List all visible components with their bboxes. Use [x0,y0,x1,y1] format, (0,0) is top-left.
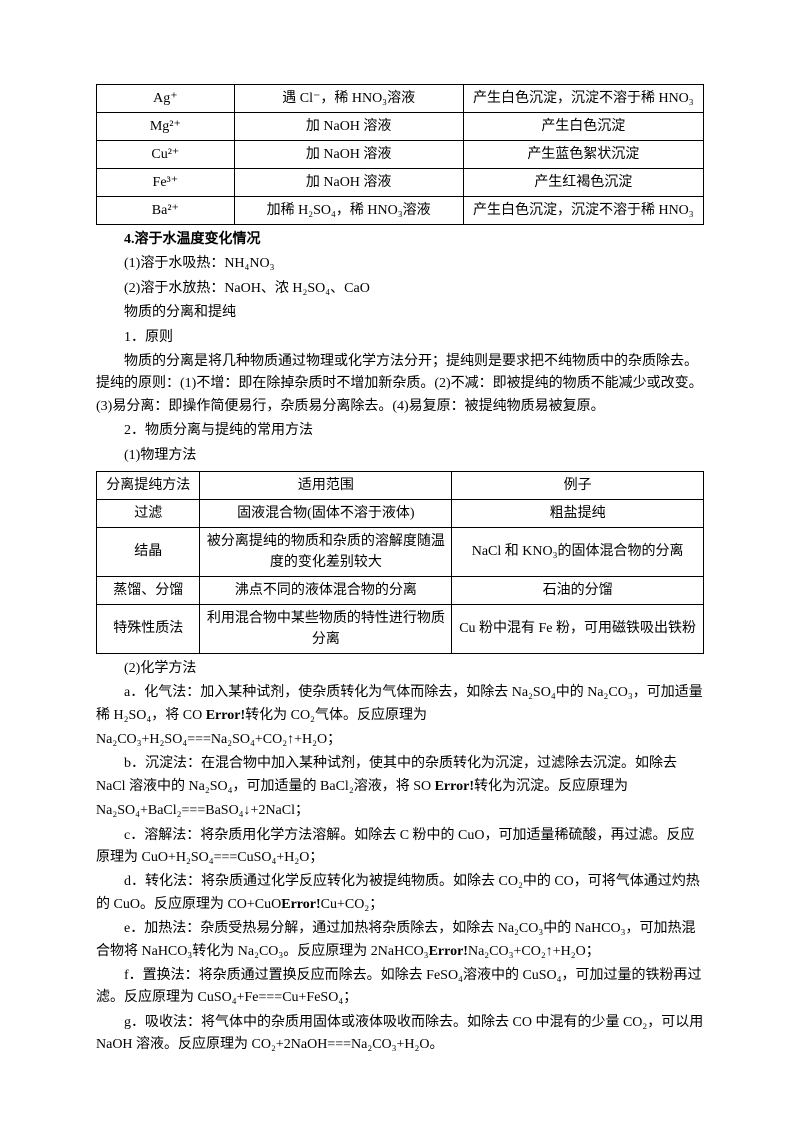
cell: 加 NaOH 溶液 [234,169,463,197]
section-heading: 2．物质分离与提纯的常用方法 [96,420,704,442]
header-cell: 适用范围 [200,471,452,499]
equation: Na₂SO₄+BaCl₂===BaSO₄↓+2NaCl； [96,800,704,822]
cell: Cu 粉中混有 Fe 粉，可用磁铁吸出铁粉 [452,604,704,653]
cell: 加 NaOH 溶液 [234,113,463,141]
method-g: g．吸收法：将气体中的杂质用固体或液体吸收而除去。如除去 CO 中混有的少量 C… [96,1012,704,1057]
table-row: Ag⁺ 遇 Cl⁻，稀 HNO₃溶液 产生白色沉淀，沉淀不溶于稀 HNO₃ [97,85,704,113]
method-a: a．化气法：加入某种试剂，使杂质转化为气体而除去，如除去 Na₂SO₄中的 Na… [96,682,704,727]
paragraph: (2)化学方法 [96,658,704,680]
paragraph: (1)物理方法 [96,445,704,467]
method-e: e．加热法：杂质受热易分解，通过加热将杂质除去，如除去 Na₂CO₃中的 NaH… [96,918,704,963]
cell: 产生白色沉淀，沉淀不溶于稀 HNO₃ [463,85,703,113]
cell: 过滤 [97,499,200,527]
cell: 特殊性质法 [97,604,200,653]
table-row: 结晶 被分离提纯的物质和杂质的溶解度随温度的变化差别较大 NaCl 和 KNO₃… [97,527,704,576]
cell: NaCl 和 KNO₃的固体混合物的分离 [452,527,704,576]
table-header-row: 分离提纯方法 适用范围 例子 [97,471,704,499]
document-page: Ag⁺ 遇 Cl⁻，稀 HNO₃溶液 产生白色沉淀，沉淀不溶于稀 HNO₃ Mg… [0,0,800,1099]
cell: 产生蓝色絮状沉淀 [463,141,703,169]
text: d．转化法：将杂质通过化学反应转化为被提纯物质。如除去 CO₂中的 CO，可将气… [96,874,700,911]
cell: 石油的分馏 [452,576,704,604]
header-cell: 分离提纯方法 [97,471,200,499]
cell: 遇 Cl⁻，稀 HNO₃溶液 [234,85,463,113]
cell: 固液混合物(固体不溶于液体) [200,499,452,527]
section-heading: 4.溶于水温度变化情况 [96,229,704,251]
cell: 沸点不同的液体混合物的分离 [200,576,452,604]
heading-text: 4.溶于水温度变化情况 [124,232,261,247]
text: Na₂CO₃+CO₂↑+H₂O； [468,944,600,959]
physical-methods-table: 分离提纯方法 适用范围 例子 过滤 固液混合物(固体不溶于液体) 粗盐提纯 结晶… [96,471,704,654]
table-row: Mg²⁺ 加 NaOH 溶液 产生白色沉淀 [97,113,704,141]
table-row: 特殊性质法 利用混合物中某些物质的特性进行物质分离 Cu 粉中混有 Fe 粉，可… [97,604,704,653]
cell: 蒸馏、分馏 [97,576,200,604]
section-heading: 1．原则 [96,327,704,349]
paragraph: 物质的分离是将几种物质通过物理或化学方法分开；提纯则是要求把不纯物质中的杂质除去… [96,351,704,418]
cell: Ag⁺ [97,85,235,113]
paragraph: 物质的分离和提纯 [96,302,704,324]
table-row: 蒸馏、分馏 沸点不同的液体混合物的分离 石油的分馏 [97,576,704,604]
cell: 被分离提纯的物质和杂质的溶解度随温度的变化差别较大 [200,527,452,576]
error-text: Error! [435,779,474,794]
text: Cu+CO₂； [321,897,384,912]
ion-test-table: Ag⁺ 遇 Cl⁻，稀 HNO₃溶液 产生白色沉淀，沉淀不溶于稀 HNO₃ Mg… [96,84,704,225]
table-row: 过滤 固液混合物(固体不溶于液体) 粗盐提纯 [97,499,704,527]
cell: 产生白色沉淀，沉淀不溶于稀 HNO₃ [463,197,703,225]
error-text: Error! [206,708,245,723]
text: e．加热法：杂质受热易分解，通过加热将杂质除去，如除去 Na₂CO₃中的 NaH… [96,921,696,958]
error-text: Error! [429,944,468,959]
cell: 产生红褐色沉淀 [463,169,703,197]
text: 转化为沉淀。反应原理为 [474,779,628,794]
cell: Cu²⁺ [97,141,235,169]
table-row: Ba²⁺ 加稀 H₂SO₄，稀 HNO₃溶液 产生白色沉淀，沉淀不溶于稀 HNO… [97,197,704,225]
cell: 加 NaOH 溶液 [234,141,463,169]
error-text: Error! [281,897,320,912]
cell: 产生白色沉淀 [463,113,703,141]
cell: 粗盐提纯 [452,499,704,527]
method-c: c．溶解法：将杂质用化学方法溶解。如除去 C 粉中的 CuO，可加适量稀硫酸，再… [96,825,704,870]
text: 转化为 CO₂气体。反应原理为 [245,708,427,723]
cell: Ba²⁺ [97,197,235,225]
method-b: b．沉淀法：在混合物中加入某种试剂，使其中的杂质转化为沉淀，过滤除去沉淀。如除去… [96,753,704,798]
table-row: Cu²⁺ 加 NaOH 溶液 产生蓝色絮状沉淀 [97,141,704,169]
method-d: d．转化法：将杂质通过化学反应转化为被提纯物质。如除去 CO₂中的 CO，可将气… [96,871,704,916]
paragraph: (2)溶于水放热：NaOH、浓 H₂SO₄、CaO [96,278,704,300]
method-f: f．置换法：将杂质通过置换反应而除去。如除去 FeSO₄溶液中的 CuSO₄，可… [96,965,704,1010]
cell: 利用混合物中某些物质的特性进行物质分离 [200,604,452,653]
cell: 加稀 H₂SO₄，稀 HNO₃溶液 [234,197,463,225]
table-row: Fe³⁺ 加 NaOH 溶液 产生红褐色沉淀 [97,169,704,197]
header-cell: 例子 [452,471,704,499]
paragraph: (1)溶于水吸热：NH₄NO₃ [96,253,704,275]
equation: Na₂CO₃+H₂SO₄===Na₂SO₄+CO₂↑+H₂O； [96,729,704,751]
cell: Fe³⁺ [97,169,235,197]
cell: Mg²⁺ [97,113,235,141]
cell: 结晶 [97,527,200,576]
